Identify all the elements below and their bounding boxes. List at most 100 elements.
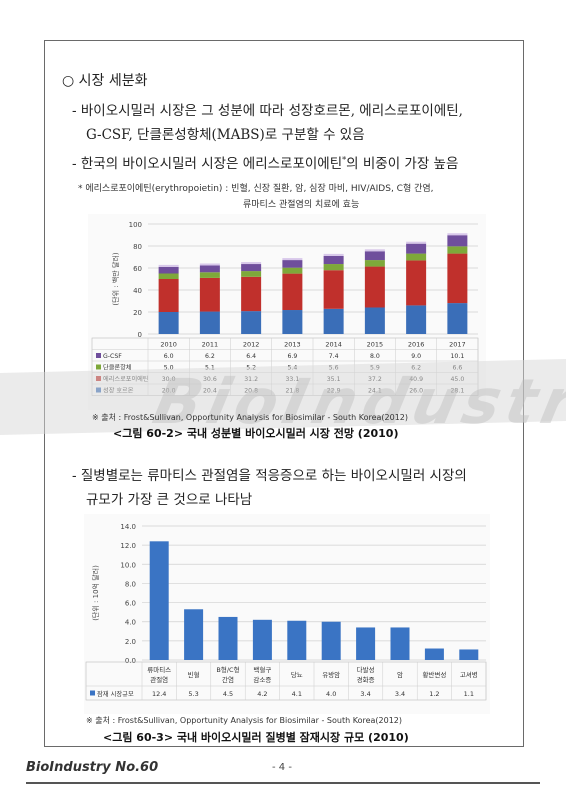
- bar-top-highlight: [447, 233, 468, 236]
- paragraph-2-text-a: 한국의 바이오시밀러 시장은 에리스로포이에틴: [80, 156, 343, 172]
- table-value: 30.6: [203, 376, 217, 383]
- table-value: 5.0: [164, 365, 174, 372]
- bar-segment: [158, 279, 179, 312]
- paragraph-3-text-1: 질병별로는 류마티스 관절염을 적응증으로 하는 바이오시밀러 시장의: [80, 468, 467, 484]
- legend-label: G-CSF: [103, 353, 122, 360]
- table-value: 33.1: [285, 376, 299, 383]
- legend-label: 성장 호르몬: [103, 387, 134, 395]
- bar: [252, 619, 272, 660]
- bar-segment: [199, 311, 220, 334]
- table-value: 21.8: [285, 388, 299, 395]
- y-tick-label: 100: [129, 221, 142, 229]
- table-value: 6.2: [411, 365, 421, 372]
- x-tick-label: 고셔병: [460, 670, 478, 679]
- footnote-mark: *: [78, 184, 83, 194]
- bar-segment: [241, 271, 262, 277]
- data-label: 3.4: [395, 690, 405, 698]
- bar-segment: [241, 264, 262, 272]
- table-value: 45.0: [450, 376, 464, 383]
- y-tick-label: 80: [133, 243, 142, 251]
- bar-segment: [158, 266, 179, 274]
- table-value: 37.2: [368, 376, 382, 383]
- bar-segment: [364, 251, 385, 261]
- table-border: [85, 661, 487, 701]
- x-tick-label: 2013: [284, 341, 301, 349]
- legend-label: 단클론항체: [103, 364, 132, 372]
- y-tick-label: 4.0: [125, 619, 136, 627]
- table-value: 5.1: [205, 365, 215, 372]
- paragraph-2: - 한국의 바이오시밀러 시장은 에리스로포이에틴*의 비중이 가장 높음: [72, 152, 458, 173]
- table-value: 20.0: [162, 388, 176, 395]
- table-value: 10.1: [450, 353, 464, 360]
- bar: [321, 621, 341, 660]
- x-tick-label: 황반변성: [422, 670, 446, 679]
- bar-segment: [323, 270, 344, 309]
- legend-swatch: [96, 387, 101, 393]
- section-heading: ○ 시장 세분화: [62, 70, 148, 90]
- bar-segment: [241, 311, 262, 334]
- bar-segment: [282, 267, 303, 274]
- y-tick-label: 14.0: [120, 523, 136, 531]
- table-value: 40.9: [409, 376, 423, 383]
- bar: [390, 627, 410, 660]
- paragraph-2-dash: -: [72, 156, 77, 172]
- paragraph-2-superscript: *: [342, 155, 347, 165]
- table-value: 5.4: [287, 365, 297, 372]
- data-label: 5.3: [188, 690, 198, 698]
- table-value: 9.0: [411, 353, 421, 360]
- bar-segment: [282, 260, 303, 268]
- bar-segment: [199, 277, 220, 312]
- bar-segment: [323, 308, 344, 334]
- chart-segment-market-forecast: 0 20 40 60 80 100 (단위 : 백만 달러) 2010 2011 2012 2013…: [91, 221, 479, 396]
- table-value: 6.4: [246, 353, 256, 360]
- table-value: 7.4: [329, 353, 339, 360]
- x-tick-label: 간염: [222, 675, 234, 684]
- legend-label: 잠재 시장규모: [97, 689, 134, 698]
- y-tick-label: 2.0: [125, 638, 136, 646]
- x-tick-label: 2012: [243, 341, 260, 349]
- legend-label: 에리스로포이에틴: [103, 375, 149, 383]
- x-tick-label: 2010: [160, 341, 177, 349]
- page-number: - 4 -: [272, 762, 292, 773]
- bar-segment: [199, 265, 220, 273]
- y-tick-label: 60: [133, 265, 142, 273]
- bar-segment: [241, 276, 262, 312]
- y-tick-label: 40: [133, 287, 142, 295]
- x-tick-label: 당뇨: [291, 670, 303, 679]
- x-tick-label: 관절염: [150, 675, 168, 684]
- table-value: 8.0: [370, 353, 380, 360]
- x-tick-label: 2011: [202, 341, 219, 349]
- caption-1: <그림 60-2> 국내 성분별 바이오시밀러 시장 전망 (2010): [113, 427, 399, 440]
- source-2: ※ 출처 : Frost&Sullivan, Opportunity Analy…: [86, 716, 402, 725]
- bar: [459, 649, 479, 660]
- x-tick-label: 2014: [325, 341, 342, 349]
- table-value: 26.0: [409, 388, 423, 395]
- bar-segment: [447, 235, 468, 247]
- table-value: 28.1: [450, 388, 464, 395]
- section-bullet: ○: [62, 73, 75, 89]
- paragraph-1-line-2: G-CSF, 단클론성항체(MABS)로 구분할 수 있음: [86, 127, 365, 143]
- footnote-text-1: 에리스로포이에틴(erythropoietin) : 빈혈, 신장 질환, 암,…: [85, 184, 434, 194]
- data-label: 4.1: [292, 690, 302, 698]
- bar-segment: [199, 272, 220, 278]
- footer-rule: [26, 782, 540, 784]
- chart-disease-potential-market: 0.0 2.0 4.0 6.0 8.0 10.0 12.0 14.0 (단위 : 10억 달러)…: [85, 523, 487, 701]
- paragraph-1-dash: -: [72, 103, 77, 119]
- table-value: 20.4: [203, 388, 217, 395]
- bar: [218, 616, 238, 660]
- y-tick-label: 10.0: [120, 561, 136, 569]
- data-label: 4.5: [223, 690, 233, 698]
- data-label: 1.1: [464, 690, 474, 698]
- bar-top-highlight: [406, 241, 427, 244]
- x-tick-label: 감소증: [253, 676, 271, 684]
- legend-swatch: [96, 364, 101, 370]
- x-tick-label: 2017: [449, 341, 466, 349]
- y-tick-label: 12.0: [120, 542, 136, 550]
- table-value: 5.2: [246, 365, 256, 372]
- bar-segment: [282, 273, 303, 311]
- bar-segment: [158, 273, 179, 279]
- bar-segment: [447, 303, 468, 334]
- data-label: 1.2: [429, 690, 439, 698]
- paragraph-3-line-1: - 질병별로는 류마티스 관절염을 적응증으로 하는 바이오시밀러 시장의: [72, 464, 467, 484]
- footnote-line-2: 류마티스 관절염의 치료에 효능: [243, 200, 360, 210]
